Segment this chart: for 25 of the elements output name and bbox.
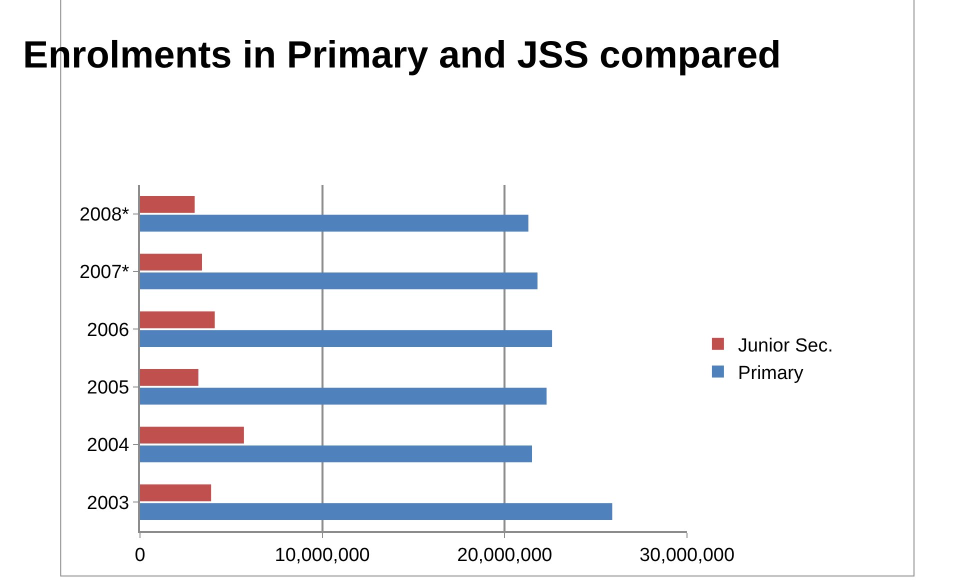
y-tick-label: 2003 <box>86 492 130 514</box>
bar <box>140 330 552 347</box>
y-tick-label: 2008* <box>80 204 130 226</box>
bar <box>140 214 528 232</box>
chart-title: Enrolments in Primary and JSS compared <box>22 34 782 76</box>
legend-label: Junior Sec. <box>738 335 833 356</box>
y-tick-label: 2007* <box>80 262 130 284</box>
y-tick-label: 2005 <box>86 377 130 398</box>
bar <box>140 196 195 213</box>
bar <box>140 484 212 502</box>
y-tick-label: 2004 <box>86 435 130 456</box>
bar <box>140 369 198 386</box>
bar <box>140 426 244 444</box>
x-tick-label: 30,000,000 <box>639 544 735 566</box>
legend-label: Primary <box>738 362 804 384</box>
bar <box>140 388 547 405</box>
bar <box>140 311 215 328</box>
x-tick-label: 20,000,000 <box>457 544 552 566</box>
bar <box>140 503 612 520</box>
bar <box>140 272 538 290</box>
x-tick-label: 0 <box>134 544 146 566</box>
bar <box>140 254 202 271</box>
y-tick-label: 2006 <box>86 320 130 341</box>
bar <box>140 445 532 462</box>
x-tick-label: 10,000,000 <box>274 544 370 566</box>
